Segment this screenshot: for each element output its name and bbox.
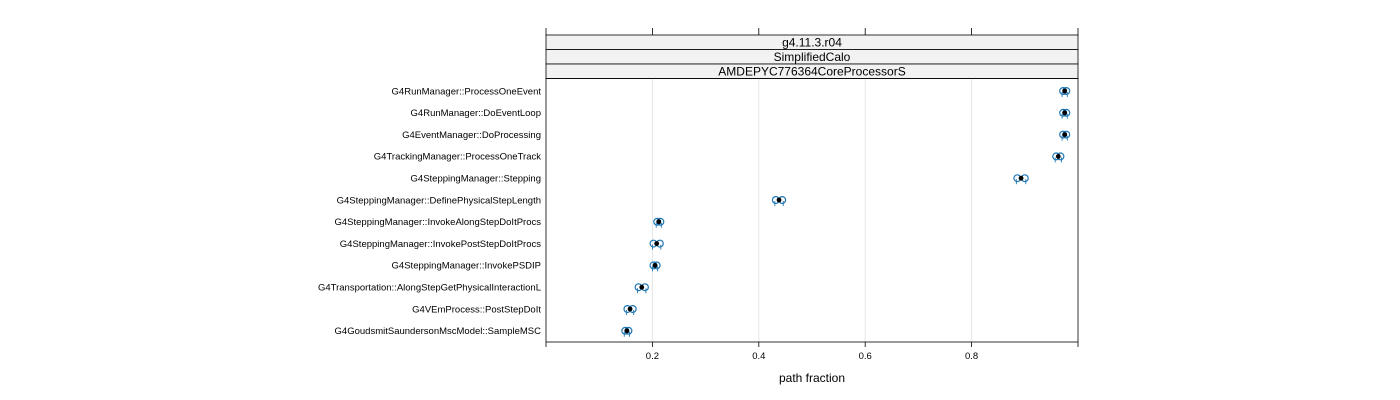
x-tick-label: 0.6	[859, 351, 872, 362]
plot-panel	[545, 78, 1079, 343]
point-center	[1018, 175, 1024, 181]
data-point	[623, 305, 637, 315]
point-center	[656, 219, 662, 225]
x-tick-labels: 0.2 0.4 0.6 0.8	[646, 351, 978, 362]
x-tick-label: 0.8	[965, 351, 978, 362]
category-label: G4GoudsmitSaundersonMscModel::SampleMSC	[335, 326, 542, 337]
data-points	[621, 86, 1071, 337]
point-center	[1062, 132, 1068, 138]
category-labels: G4RunManager::ProcessOneEventG4RunManage…	[318, 86, 541, 337]
data-point	[649, 261, 661, 272]
data-point	[649, 239, 664, 250]
point-center	[1062, 110, 1068, 116]
data-point	[1059, 108, 1071, 119]
strip-label: SimplifiedCalo	[774, 50, 851, 64]
strip-label: AMDEPYC776364CoreProcessorS	[718, 64, 905, 78]
category-label: G4SteppingManager::InvokePostStepDoItPro…	[340, 239, 541, 250]
category-label: G4RunManager::ProcessOneEvent	[392, 86, 542, 97]
point-center	[654, 241, 660, 247]
category-label: G4EventManager::DoProcessing	[402, 130, 541, 141]
data-point	[771, 196, 787, 206]
point-center	[627, 306, 633, 312]
x-tick-label: 0.2	[646, 351, 659, 362]
category-label: G4SteppingManager::Stepping	[411, 174, 541, 185]
strip-headers: g4.11.3.r04SimplifiedCaloAMDEPYC776364Co…	[545, 34, 1079, 79]
gridlines	[651, 78, 973, 342]
point-center	[652, 263, 658, 268]
data-point	[1059, 130, 1071, 141]
data-point	[653, 217, 665, 228]
data-point	[1059, 86, 1071, 97]
x-tick-label: 0.4	[752, 351, 765, 362]
data-point	[1052, 152, 1065, 163]
category-label: G4SteppingManager::DefinePhysicalStepLen…	[337, 195, 541, 206]
point-center	[1062, 88, 1068, 94]
point-center	[776, 197, 782, 203]
data-point	[1013, 174, 1029, 185]
point-center	[1055, 154, 1061, 159]
category-label: G4VEmProcess::PostStepDoIt	[412, 304, 541, 315]
point-center	[624, 328, 630, 334]
category-label: G4SteppingManager::InvokeAlongStepDoItPr…	[335, 217, 542, 228]
axis-ticks	[545, 28, 1079, 347]
strip-label: g4.11.3.r04	[782, 35, 842, 49]
x-axis-title: path fraction	[779, 371, 845, 385]
category-label: G4RunManager::DoEventLoop	[411, 108, 541, 119]
point-center	[639, 284, 645, 290]
data-point	[621, 326, 633, 337]
data-point	[634, 283, 649, 294]
category-label: G4Transportation::AlongStepGetPhysicalIn…	[318, 283, 541, 294]
category-label: G4TrackingManager::ProcessOneTrack	[374, 152, 541, 163]
category-label: G4SteppingManager::InvokePSDIP	[392, 261, 541, 272]
